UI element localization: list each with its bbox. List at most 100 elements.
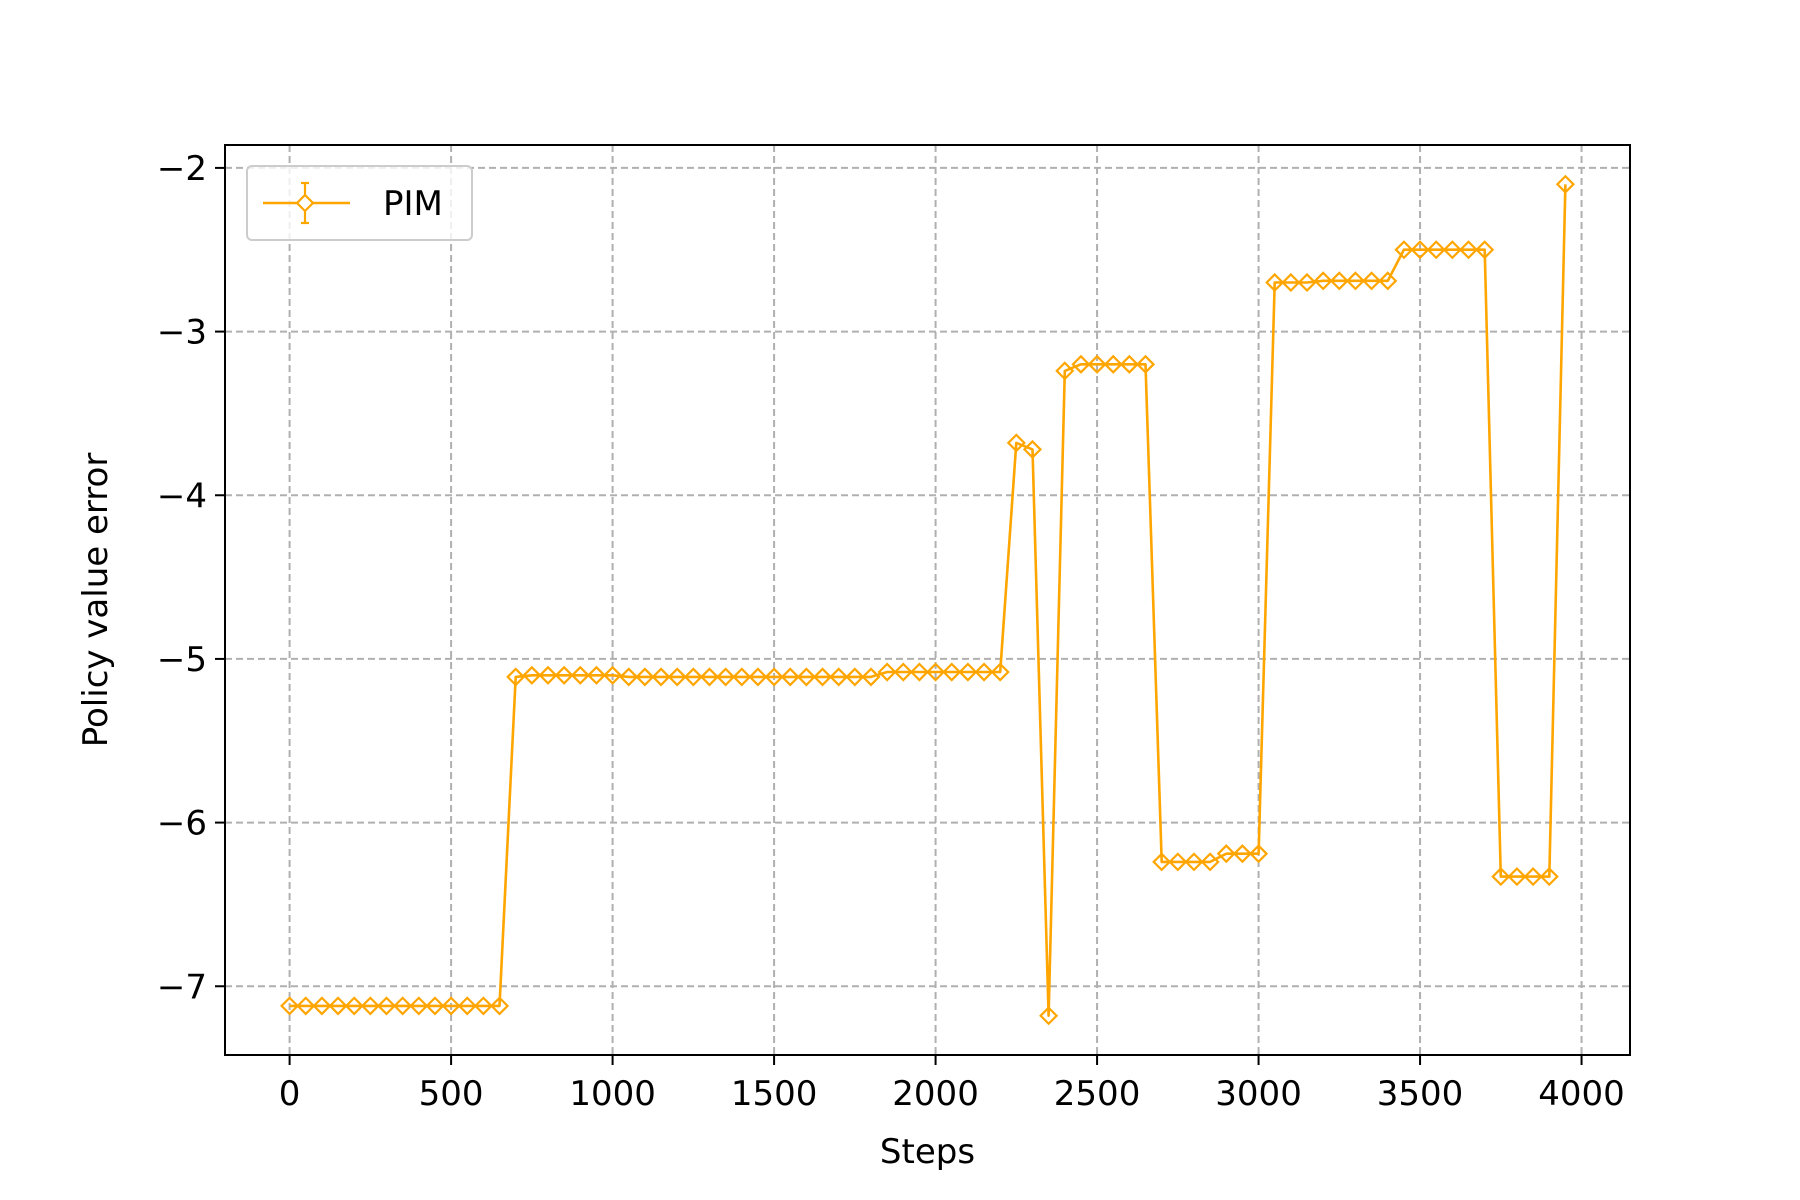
data-point[interactable] [635, 667, 655, 687]
data-point[interactable] [1006, 433, 1026, 453]
data-point[interactable] [554, 665, 574, 685]
data-point[interactable] [1297, 272, 1317, 293]
data-point[interactable] [1200, 852, 1220, 872]
data-point[interactable] [344, 996, 364, 1016]
data-point[interactable] [360, 996, 380, 1016]
data-point[interactable] [780, 667, 800, 687]
data-point[interactable] [1119, 354, 1139, 374]
data-point[interactable] [425, 996, 445, 1016]
y-axis-label: Policy value error [76, 453, 116, 748]
data-point[interactable] [376, 996, 397, 1016]
data-point[interactable] [586, 665, 606, 685]
data-point[interactable] [522, 665, 542, 685]
data-point[interactable] [667, 667, 687, 687]
data-point[interactable] [409, 996, 429, 1016]
data-point[interactable] [1216, 844, 1236, 864]
data-point[interactable] [506, 667, 526, 687]
data-point[interactable] [1087, 354, 1107, 374]
data-point[interactable] [1555, 174, 1575, 194]
data-point[interactable] [1362, 271, 1382, 291]
data-point[interactable] [1055, 361, 1075, 381]
y-tick-label: −7 [157, 967, 207, 1007]
y-tick-label: −2 [157, 149, 207, 189]
data-point[interactable] [441, 996, 461, 1016]
data-point[interactable] [877, 662, 897, 682]
data-point[interactable] [699, 667, 720, 687]
series-layer [280, 174, 1575, 1026]
data-point[interactable] [1539, 867, 1559, 887]
data-point[interactable] [457, 996, 477, 1016]
data-point[interactable] [990, 662, 1010, 682]
data-point[interactable] [1523, 867, 1543, 887]
data-point[interactable] [312, 996, 332, 1016]
data-point[interactable] [1168, 852, 1188, 872]
data-point[interactable] [1232, 844, 1252, 864]
y-tick-label: −3 [157, 313, 207, 353]
data-point[interactable] [1410, 240, 1430, 260]
data-point[interactable] [570, 665, 590, 685]
data-point[interactable] [1378, 271, 1398, 291]
data-point[interactable] [1265, 272, 1285, 293]
data-point[interactable] [893, 662, 913, 682]
data-point[interactable] [812, 667, 833, 687]
data-point[interactable] [489, 996, 510, 1016]
plot-frame [224, 144, 1631, 1056]
data-point[interactable] [603, 665, 623, 685]
data-point[interactable] [1329, 271, 1349, 291]
data-point[interactable] [651, 667, 671, 687]
data-point[interactable] [1345, 271, 1366, 291]
legend-label-pim: PIM [383, 184, 443, 224]
data-point[interactable] [861, 667, 881, 687]
data-point[interactable] [1426, 240, 1446, 260]
data-point[interactable] [1475, 240, 1495, 260]
data-point[interactable] [1071, 354, 1091, 374]
data-point[interactable] [845, 667, 865, 687]
data-point[interactable] [473, 996, 493, 1016]
data-point[interactable] [909, 662, 929, 682]
data-point[interactable] [829, 667, 849, 687]
data-point[interactable] [1022, 439, 1043, 459]
data-point[interactable] [926, 662, 946, 682]
legend-marker-diamond [295, 193, 315, 213]
data-point[interactable] [1394, 240, 1414, 260]
data-point[interactable] [974, 662, 994, 682]
data-point[interactable] [748, 667, 768, 687]
data-point[interactable] [280, 996, 300, 1016]
data-point[interactable] [958, 662, 978, 682]
data-point[interactable] [1281, 272, 1301, 293]
x-tick-label: 2500 [1054, 1074, 1141, 1114]
data-point[interactable] [296, 996, 316, 1016]
data-point[interactable] [764, 667, 784, 687]
data-point[interactable] [393, 996, 413, 1016]
data-point[interactable] [796, 667, 816, 687]
data-point[interactable] [1507, 867, 1527, 887]
y-tick-label: −5 [157, 640, 207, 680]
data-point[interactable] [942, 662, 962, 682]
data-point[interactable] [716, 667, 736, 687]
data-point[interactable] [1249, 844, 1269, 864]
legend[interactable]: PIM [246, 165, 473, 241]
data-point[interactable] [538, 665, 558, 685]
data-point[interactable] [1313, 271, 1333, 291]
data-point[interactable] [1442, 240, 1462, 260]
y-tick-label: −6 [157, 804, 207, 844]
data-point[interactable] [1458, 240, 1479, 260]
data-point[interactable] [328, 996, 348, 1016]
data-point[interactable] [1039, 1006, 1059, 1026]
data-point[interactable] [1152, 852, 1172, 872]
x-tick-label: 2000 [892, 1074, 979, 1114]
data-point[interactable] [619, 667, 639, 687]
data-point[interactable] [1184, 852, 1204, 872]
x-tick-label: 0 [279, 1074, 301, 1114]
data-point[interactable] [683, 667, 703, 687]
x-tick-label: 3000 [1215, 1074, 1302, 1114]
data-point[interactable] [1135, 354, 1156, 374]
data-point[interactable] [1491, 867, 1511, 887]
data-point[interactable] [1103, 354, 1123, 374]
data-point[interactable] [732, 667, 752, 687]
x-tick-label: 4000 [1538, 1074, 1625, 1114]
x-axis-label: Steps [880, 1132, 975, 1172]
x-tick-label: 3500 [1377, 1074, 1464, 1114]
y-axis: −2 −3 −4 −5 −6 −7 [157, 149, 225, 1007]
